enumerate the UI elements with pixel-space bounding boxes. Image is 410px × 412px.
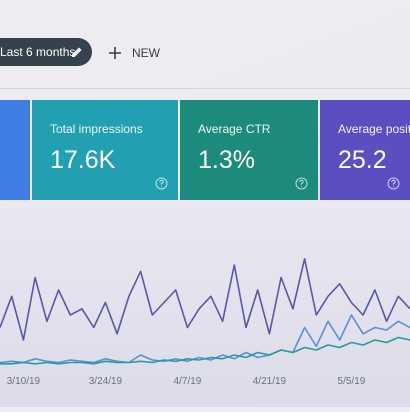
divider bbox=[0, 88, 410, 89]
date-filter-label: Last 6 months bbox=[0, 45, 76, 59]
x-tick-label: 3/24/19 bbox=[89, 376, 123, 387]
x-tick-label: 4/7/19 bbox=[174, 376, 202, 387]
x-tick-label: 4/21/19 bbox=[253, 376, 287, 387]
help-icon[interactable] bbox=[387, 177, 400, 190]
metric-label: Total impressions bbox=[50, 122, 143, 136]
metric-value: 25.2 bbox=[338, 146, 387, 174]
metric-card[interactable]: Average CTR 1.3% bbox=[180, 100, 318, 200]
series-line bbox=[0, 258, 410, 341]
x-tick-label: 3/10/19 bbox=[7, 376, 41, 387]
edit-icon bbox=[72, 47, 82, 57]
metric-card[interactable]: Total impressions 17.6K bbox=[32, 100, 178, 200]
clicks-card[interactable] bbox=[0, 100, 30, 200]
x-tick-label: 5/5/19 bbox=[338, 376, 366, 387]
new-button-label: NEW bbox=[132, 46, 160, 60]
metric-value: 17.6K bbox=[50, 146, 116, 174]
plus-icon bbox=[109, 47, 121, 59]
help-icon[interactable] bbox=[295, 177, 308, 190]
metric-card[interactable]: Average position 25.2 bbox=[320, 100, 410, 200]
chart-area: 3/10/19 3/24/19 4/7/19 4/21/19 5/5/19 bbox=[0, 200, 410, 407]
date-filter[interactable]: Last 6 months bbox=[0, 38, 92, 66]
toolbar: Last 6 months NEW bbox=[0, 0, 410, 92]
help-icon[interactable] bbox=[155, 177, 168, 190]
metric-label: Average position bbox=[338, 122, 410, 136]
series-line bbox=[0, 336, 410, 365]
metric-label: Average CTR bbox=[198, 122, 271, 136]
new-button[interactable]: NEW bbox=[108, 42, 160, 64]
series-line bbox=[0, 314, 410, 364]
metric-value: 1.3% bbox=[198, 146, 255, 174]
chart: 3/10/19 3/24/19 4/7/19 4/21/19 5/5/19 bbox=[0, 258, 410, 387]
